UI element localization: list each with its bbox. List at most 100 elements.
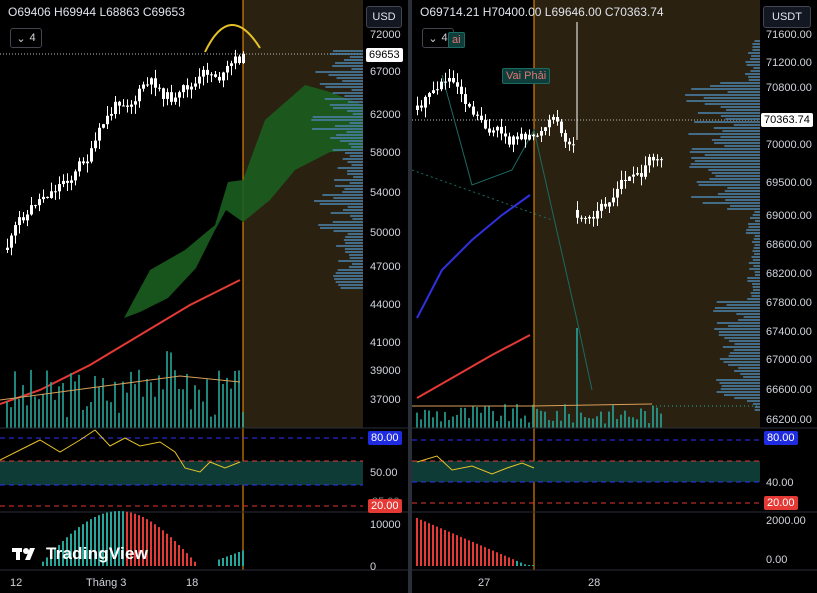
left-candle-body [238, 56, 241, 63]
right-volume-profile-bar [752, 289, 760, 291]
left-volume-bar [78, 374, 80, 428]
right-volume-bar [440, 421, 442, 428]
left-volume-bar [18, 398, 20, 428]
right-currency-button[interactable]: USDT [763, 6, 811, 28]
left-candle-body [18, 217, 21, 226]
right-volume-profile-bar [691, 148, 760, 150]
right-volume-bar [556, 410, 558, 428]
right-candle-body [576, 210, 579, 218]
left-macd-bar [238, 552, 240, 566]
left-volume-profile-bar [347, 101, 363, 103]
left-macd-bar [126, 511, 128, 566]
left-volume-profile-bar [342, 158, 363, 160]
right-candle-body [428, 93, 431, 97]
tradingview-brand: TradingView [46, 544, 149, 563]
left-candle-body [170, 92, 173, 102]
right-volume-bar [496, 421, 498, 428]
right-volume-profile-bar [686, 100, 760, 102]
left-volume-profile-bar [343, 239, 363, 241]
panel-divider[interactable] [408, 0, 412, 593]
right-volume-bar [652, 405, 654, 428]
left-volume-bar [142, 396, 144, 428]
right-candle-body [592, 216, 595, 219]
left-volume-bar [150, 382, 152, 428]
left-volume-profile-bar [330, 137, 363, 139]
left-volume-bar [138, 369, 140, 428]
left-currency-button[interactable]: USD [366, 6, 402, 28]
right-candle-body [564, 133, 567, 142]
left-volume-profile-bar [347, 206, 363, 208]
left-chart-canvas[interactable]: 72000 67000 62000 58000 54000 50000 47000 44000… [0, 0, 408, 593]
right-volume-profile-bar [720, 388, 760, 390]
left-macd-bar [54, 549, 56, 566]
left-volume-profile-bar [348, 143, 363, 145]
right-interval-toggle[interactable]: ⌄ 4 [422, 28, 454, 48]
right-volume-bar [644, 411, 646, 428]
left-macd-bar [94, 516, 96, 566]
left-volume-profile-bar [332, 149, 363, 151]
right-macd-bar [480, 545, 482, 566]
left-volume-bar [234, 370, 236, 428]
right-rsi-upper-tag: 80.00 [764, 431, 798, 445]
right-candle-body [444, 81, 447, 83]
right-volume-profile-bar [722, 346, 760, 348]
tradingview-logo[interactable]: TradingView [12, 544, 148, 564]
left-volume-profile-bar [335, 281, 363, 283]
left-time-label: Tháng 3 [86, 577, 126, 589]
right-macd-bar [420, 519, 422, 566]
left-price-tick: 39000 [370, 365, 401, 377]
left-candle-body [10, 235, 13, 248]
right-candle-body [656, 159, 659, 161]
right-price-tick: 71600.00 [766, 29, 812, 41]
left-volume-ma [0, 375, 241, 401]
right-macd-bar [472, 542, 474, 566]
left-volume-profile-bar [353, 176, 363, 178]
right-macd-bar [440, 528, 442, 566]
right-volume-profile-bar [754, 235, 760, 237]
right-price-tick: 67400.00 [766, 326, 812, 338]
left-volume-profile-bar [344, 152, 363, 154]
left-volume-bar [10, 407, 12, 428]
left-volume-bar [102, 377, 104, 428]
left-candle-body [142, 84, 145, 89]
left-candle-body [234, 56, 237, 64]
left-candle-body [94, 140, 97, 149]
left-macd-bar [154, 524, 156, 566]
right-volume-profile-bar [696, 181, 760, 183]
right-macd-bar [424, 521, 426, 566]
right-candle-body [636, 173, 639, 175]
right-volume-profile-bar [746, 400, 760, 402]
right-volume-profile-bar [752, 283, 760, 285]
right-volume-profile-bar [751, 295, 760, 297]
right-chart-panel[interactable]: 71600.00 71200.00 70800.00 70000.00 69500.00… [412, 0, 817, 593]
left-chart-panel[interactable]: 72000 67000 62000 58000 54000 50000 47000 44000… [0, 0, 408, 593]
left-candle-body [178, 92, 181, 98]
right-currency-label: USDT [772, 11, 802, 23]
right-volume-profile-bar [754, 271, 760, 273]
right-volume-profile-bar [691, 196, 760, 198]
left-volume-profile-bar [342, 80, 363, 82]
right-volume-bar [500, 415, 502, 428]
left-macd-bar [134, 513, 136, 566]
right-price-tick: 70000.00 [766, 139, 812, 151]
right-volume-bar [572, 422, 574, 428]
left-candle-body [70, 180, 73, 183]
left-candle-body [62, 180, 65, 185]
left-macd-bar [106, 512, 108, 566]
right-volume-profile-bar [752, 214, 760, 216]
right-volume-profile-bar [746, 64, 760, 66]
left-volume-profile-bar [349, 122, 363, 124]
left-interval-toggle[interactable]: ⌄ 4 [10, 28, 42, 48]
right-chart-canvas[interactable]: 71600.00 71200.00 70800.00 70000.00 69500.00… [412, 0, 817, 593]
left-macd-bar [218, 559, 220, 566]
right-volume-profile-bar [752, 250, 760, 252]
right-candle-body [552, 116, 555, 120]
right-volume-profile-bar [748, 226, 760, 228]
left-volume-bar [106, 400, 108, 428]
right-price-axis-bg [760, 0, 817, 570]
right-volume-profile-bar [753, 247, 760, 249]
left-candle-body [230, 63, 233, 66]
left-candle-body [50, 191, 53, 198]
left-volume-profile-bar [347, 161, 363, 163]
left-volume-bar [186, 373, 188, 428]
